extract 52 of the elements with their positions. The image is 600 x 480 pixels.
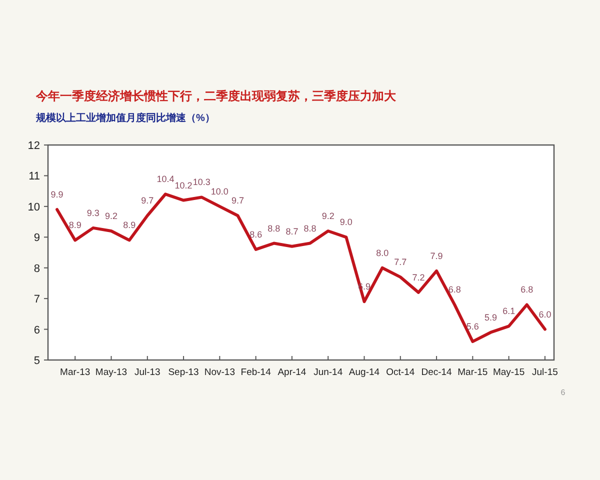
data-label: 8.9: [123, 220, 136, 230]
x-tick-label: Mar-15: [458, 367, 488, 378]
data-label: 9.2: [104, 211, 118, 221]
x-tick-label: Aug-14: [348, 367, 380, 378]
x-tick-label: Apr-14: [278, 367, 306, 378]
data-label: 7.7: [394, 257, 407, 268]
x-tick-label: Feb-14: [240, 367, 271, 378]
y-tick-label: 7: [34, 294, 40, 306]
x-tick-label: May-15: [492, 367, 525, 378]
x-tick-label: Nov-13: [204, 367, 235, 378]
data-label: 5.9: [484, 312, 498, 322]
x-tick-label: Mar-13: [60, 367, 90, 378]
y-tick-label: 8: [34, 262, 40, 275]
data-label: 6.1: [502, 306, 516, 316]
x-tick-label: Oct-14: [386, 367, 415, 378]
data-label: 10.2: [174, 180, 192, 190]
x-tick-label: Jul-15: [532, 367, 558, 378]
data-label: 6.8: [448, 284, 461, 295]
data-label: 7.9: [430, 250, 443, 261]
data-label: 8.8: [304, 223, 316, 234]
x-tick-label: Jul-13: [134, 367, 160, 378]
x-tick-label: May-13: [95, 367, 128, 378]
data-label: 7.2: [412, 272, 425, 282]
data-label: 9.7: [141, 196, 154, 206]
data-label: 10.3: [192, 177, 210, 188]
data-label: 8.0: [376, 248, 389, 258]
data-label: 8.9: [68, 220, 82, 230]
data-label: 6.8: [520, 284, 534, 295]
text: 6: [560, 388, 566, 397]
subtitle: 规模以上工业增加值月度同比增速（%）: [36, 113, 215, 124]
y-tick-label: 9: [34, 232, 40, 244]
data-label: 9.0: [340, 217, 352, 228]
y-tick-label: 12: [28, 140, 40, 152]
data-label: 10.4: [156, 174, 174, 184]
data-label: 8.7: [286, 226, 298, 236]
x-tick-label: Sep-13: [168, 367, 199, 378]
data-label: 5.6: [466, 322, 479, 332]
y-tick-label: 10: [28, 201, 40, 214]
y-tick-label: 5: [34, 355, 40, 367]
title: 今年一季度经济增长惯性下行，二季度出现弱复苏，三季度压力加大: [36, 89, 396, 103]
y-tick-label: 11: [28, 170, 40, 183]
data-label: 10.0: [210, 186, 228, 196]
data-label: 8.6: [250, 229, 262, 240]
data-label: 9.2: [322, 211, 334, 221]
data-label: 9.3: [86, 208, 100, 218]
data-label: 6.0: [538, 309, 552, 320]
x-tick-label: Jun-14: [314, 367, 343, 378]
x-tick-label: Dec-14: [421, 367, 452, 378]
data-label: 9.9: [50, 190, 64, 200]
y-tick-label: 6: [34, 324, 40, 336]
data-label: 8.8: [268, 223, 280, 234]
data-label: 9.7: [231, 196, 244, 206]
